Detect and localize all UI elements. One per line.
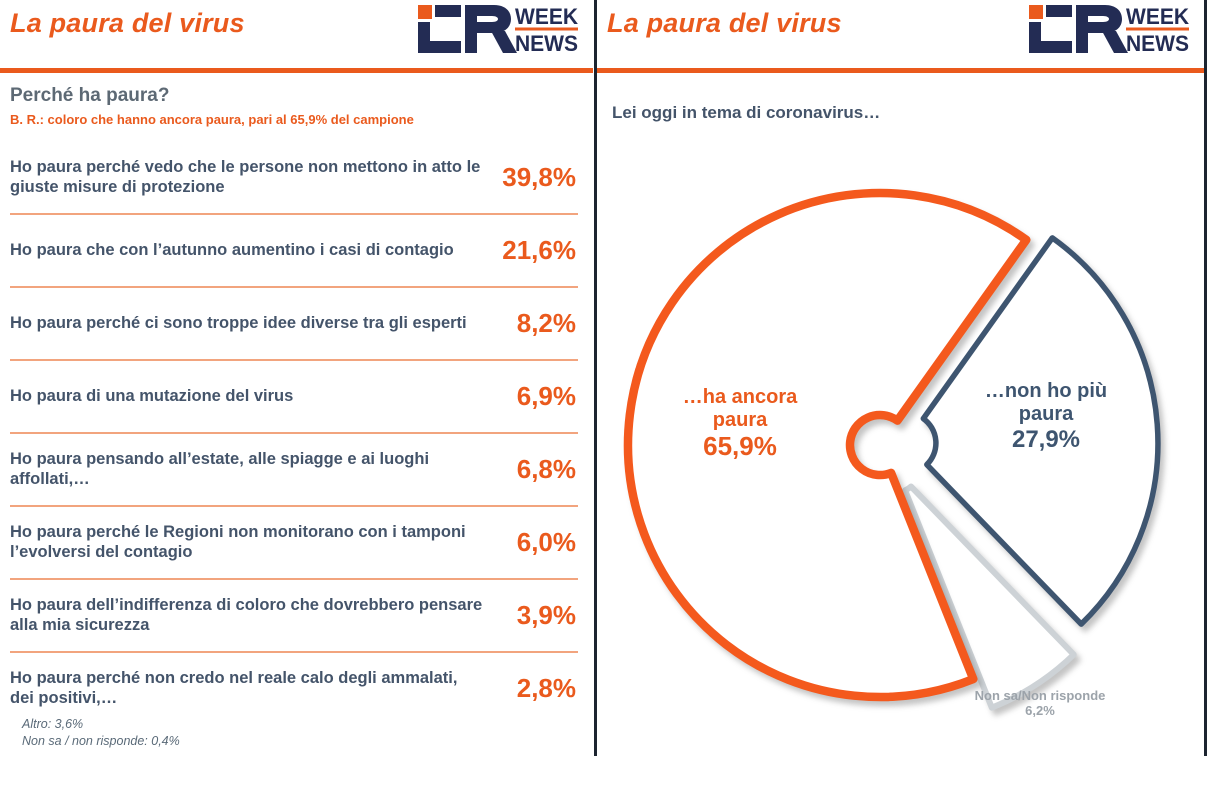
fear-reason-value: 3,9%: [516, 600, 576, 630]
logo-underline: [1126, 27, 1189, 31]
right-edge-divider: [1204, 0, 1207, 756]
logo-week-text: WEEK: [1126, 5, 1189, 29]
logo-news-text: NEWS: [1126, 31, 1189, 53]
page-title: La paura del virus: [607, 8, 842, 38]
survey-question: Perché ha paura?: [10, 85, 170, 106]
fear-reason-row: Ho paura di una mutazione del virus 6,9%: [10, 361, 578, 434]
logo-week-text: WEEK: [515, 5, 578, 29]
er-week-news-logo: WEEK NEWS: [418, 5, 578, 53]
pie-label-line: paura: [712, 409, 768, 432]
pie-chart: [623, 188, 1161, 711]
fear-reason-row: Ho paura perché le Regioni non monitoran…: [10, 507, 578, 580]
fear-reason-label: Ho paura che con l’autunno aumentino i c…: [10, 240, 454, 259]
fear-reason-value: 39,8%: [502, 162, 576, 192]
fear-reason-row: Ho paura pensando all’estate, alle spiag…: [10, 434, 578, 507]
fear-reason-row: Ho paura perché ci sono troppe idee dive…: [10, 288, 578, 361]
right-panel: La paura del virus WEEK NEWS Lei oggi in…: [597, 0, 1204, 786]
footnotes: Altro: 3,6% Non sa / non risponde: 0,4%: [22, 716, 180, 750]
pie-label-percent: 27,9%: [1011, 426, 1081, 454]
survey-question: Lei oggi in tema di coronavirus…: [612, 103, 881, 122]
pie-label-percent: 65,9%: [703, 431, 777, 462]
page-title: La paura del virus: [10, 8, 245, 38]
header-rule: [597, 68, 1204, 73]
pie-slice-label: …non ho più paura 27,9%: [985, 380, 1107, 454]
footnote-non-sa: Non sa / non risponde: 0,4%: [22, 733, 180, 748]
pie-slice-label: Non sa/Non risponde 6,2%: [974, 688, 1106, 719]
fear-reason-row: Ho paura perché vedo che le persone non …: [10, 142, 578, 215]
fear-reason-label: Ho paura perché non credo nel reale calo…: [10, 669, 458, 707]
logo-er-glyph: [1029, 5, 1128, 53]
fear-reason-label: Ho paura di una mutazione del virus: [10, 386, 294, 405]
pie-label-percent: 6,2%: [1025, 703, 1055, 718]
fear-reason-label: Ho paura dell’indifferenza di coloro che…: [10, 596, 483, 634]
logo-news-text: NEWS: [515, 31, 578, 53]
panel-divider: [594, 0, 597, 756]
fear-reason-value: 8,2%: [516, 308, 576, 338]
pie-slice-2: [623, 188, 1031, 702]
pie-label-line: …ha ancora: [682, 386, 798, 409]
pie-label-line: paura: [1018, 403, 1074, 426]
logo-er-glyph: [418, 5, 517, 53]
fear-reason-value: 6,8%: [516, 454, 576, 484]
pie-label-line: …non ho più: [984, 380, 1108, 403]
fear-reason-label: Ho paura perché vedo che le persone non …: [10, 158, 481, 196]
fear-reason-label: Ho paura perché ci sono troppe idee dive…: [10, 313, 467, 332]
fear-reason-value: 6,9%: [516, 381, 576, 411]
fear-reason-value: 6,0%: [516, 527, 576, 557]
fear-reason-value: 21,6%: [502, 235, 576, 265]
sample-base-note: B. R.: coloro che hanno ancora paura, pa…: [10, 112, 414, 127]
pie-slice-label: …ha ancora paura 65,9%: [683, 386, 797, 462]
pie-slice-1: [902, 483, 1077, 711]
fear-reason-label: Ho paura pensando all’estate, alle spiag…: [10, 450, 430, 488]
fear-reasons-list: Ho paura perché vedo che le persone non …: [10, 142, 578, 724]
logo-underline: [515, 27, 578, 31]
pie-label-line: Non sa/Non risponde: [974, 688, 1106, 704]
fear-reason-row: Ho paura dell’indifferenza di coloro che…: [10, 580, 578, 653]
footnote-altro: Altro: 3,6%: [22, 717, 84, 731]
fear-reason-row: Ho paura perché non credo nel reale calo…: [10, 653, 578, 724]
header-rule: [0, 68, 593, 73]
logo-orange-corner: [418, 5, 432, 19]
logo-orange-corner: [1029, 5, 1043, 19]
fear-reason-label: Ho paura perché le Regioni non monitoran…: [10, 523, 466, 561]
pie-slice-0: [920, 235, 1161, 627]
er-week-news-logo: WEEK NEWS: [1029, 5, 1189, 53]
fear-reason-value: 2,8%: [516, 673, 576, 703]
left-panel: La paura del virus WEEK NEWS Perché ha p…: [0, 0, 593, 786]
fear-reason-row: Ho paura che con l’autunno aumentino i c…: [10, 215, 578, 288]
